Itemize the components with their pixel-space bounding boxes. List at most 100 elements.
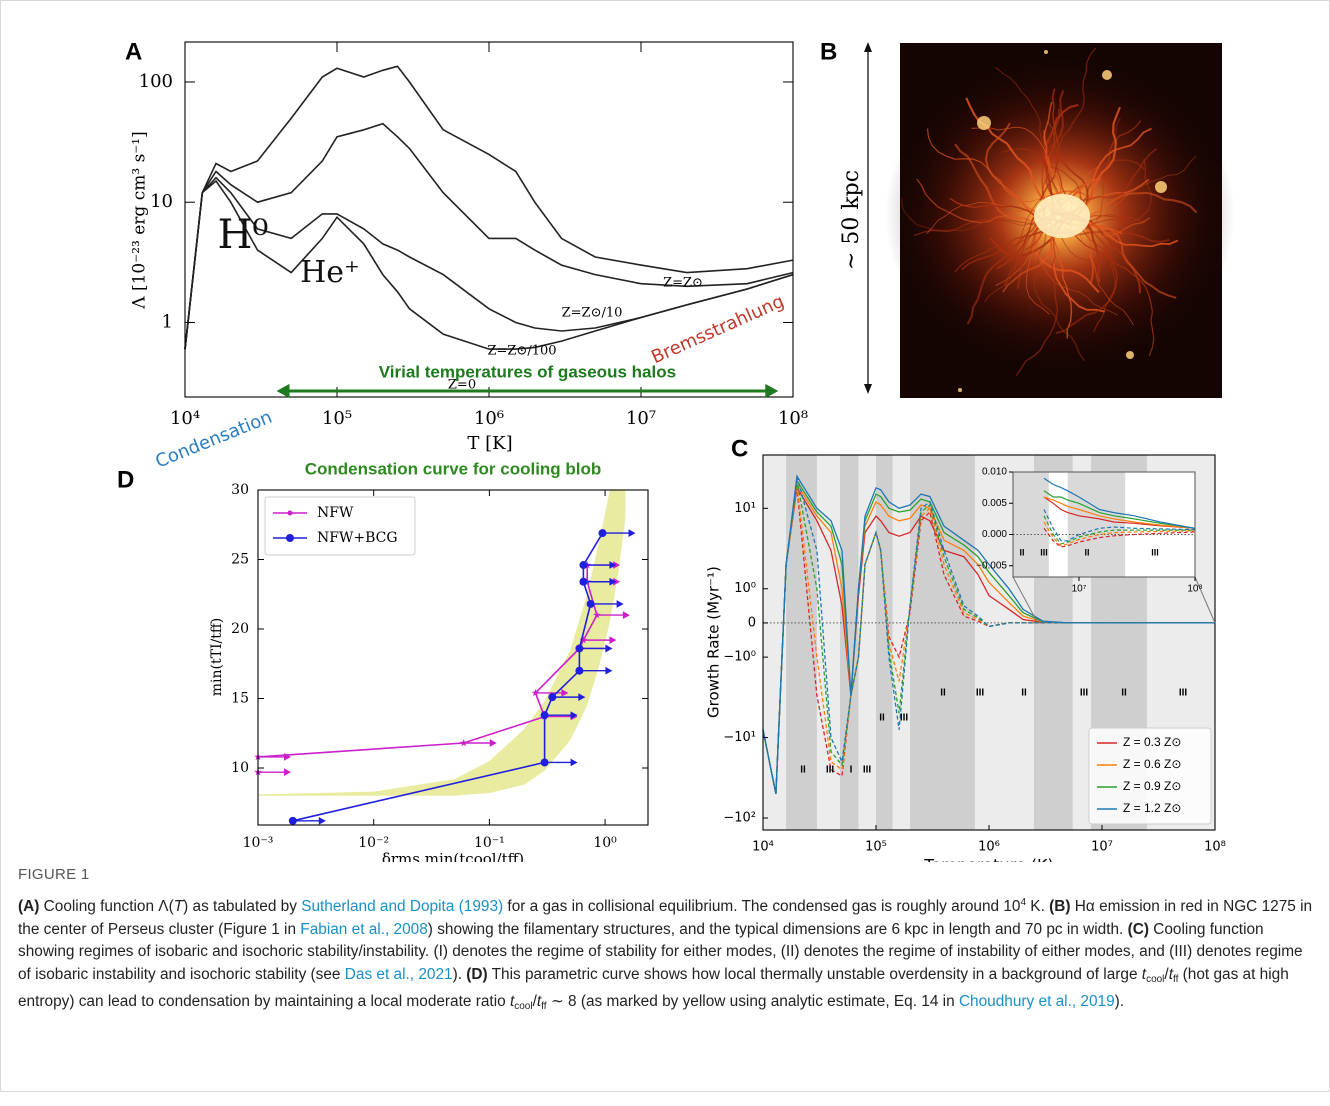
arrow-head: [489, 739, 497, 747]
point: [579, 577, 588, 586]
y-tick-label: 100: [139, 71, 173, 92]
point: [579, 561, 588, 570]
legend-label: NFW: [317, 505, 354, 521]
y-tick-label: 10: [150, 191, 173, 212]
x-tick-label: 10⁶: [474, 408, 504, 429]
arrow-head: [570, 758, 578, 767]
regime-label: I: [850, 765, 853, 776]
regime-band: [1067, 472, 1126, 577]
arrow-head: [613, 577, 621, 586]
series-line: [184, 179, 794, 350]
x-tick-label: 10⁴: [752, 840, 774, 855]
x-tick-label: 10⁻¹: [474, 835, 505, 851]
filament: [1003, 223, 1041, 286]
series-line: [292, 532, 604, 822]
panel-letter: C: [731, 435, 748, 462]
caption-text: (A): [18, 898, 40, 915]
x-tick-label: 10⁶: [978, 840, 1000, 855]
range-label: Virial temperatures of gaseous halos: [379, 362, 676, 381]
arrow-head: [609, 636, 617, 644]
regime-label: III: [900, 713, 909, 724]
citation-link[interactable]: Fabian et al., 2008: [300, 920, 428, 938]
annotation: H⁰: [218, 212, 269, 258]
star: [1155, 181, 1167, 193]
filament: [1079, 234, 1134, 326]
y-tick-label: 15: [231, 691, 249, 707]
regime-label: III: [1151, 547, 1159, 557]
caption-text: ∼ 8 (as marked by yellow using analytic …: [546, 993, 959, 1011]
regime-label: III: [976, 688, 985, 699]
x-axis-label: δrms,min(tcool/tff): [382, 850, 524, 862]
series-line: [762, 485, 1215, 794]
point: [531, 688, 540, 697]
inset-line-dashed: [1043, 521, 1196, 547]
panel-letter: D: [117, 466, 134, 493]
filament: [984, 196, 1043, 303]
chart-title: Condensation curve for cooling blob: [305, 459, 602, 478]
legend-label: Z = 0.3 Z⊙: [1123, 735, 1181, 749]
filament: [1015, 220, 1059, 376]
arrow-head: [613, 561, 621, 569]
series-line: [184, 122, 794, 350]
inset-line: [1043, 496, 1196, 529]
regime-label: III: [1040, 547, 1048, 557]
x-tick-label: 10⁻²: [358, 835, 389, 851]
panel-C: 10⁴ 10⁵ 10⁶ 10⁷ 10⁸ 10¹ 10⁰ 0 −10⁰ −10¹ −10² Temper…: [705, 454, 1226, 862]
core: [1034, 194, 1090, 238]
regime-label: II: [940, 688, 946, 699]
y-tick-label: −10¹: [723, 730, 756, 745]
filament: [1065, 228, 1155, 357]
series-line: [184, 176, 794, 350]
y-tick-label: 10⁰: [734, 581, 756, 596]
inset-line: [1043, 496, 1196, 529]
x-tick-label: 10⁰: [593, 835, 617, 851]
caption-text: Cooling function Λ(: [39, 898, 174, 915]
y-axis-label: min(tTI/tff): [209, 618, 225, 696]
citation-link[interactable]: Das et al., 2021: [344, 965, 453, 983]
caption-text: ff: [1172, 973, 1179, 985]
arrow-head: [616, 600, 624, 608]
caption: (A) Cooling function Λ(T) as tabulated b…: [18, 892, 1316, 1019]
legend-label: Z = 1.2 Z⊙: [1123, 801, 1181, 815]
legend-label: NFW+BCG: [317, 530, 398, 546]
arrow-head: [605, 644, 613, 653]
arrow-head: [864, 42, 872, 52]
panel-letter: A: [125, 38, 142, 65]
caption-text: T: [173, 898, 184, 915]
citation-link[interactable]: Choudhury et al., 2019: [958, 993, 1115, 1011]
arrow-head: [609, 577, 617, 586]
filament: [1044, 90, 1065, 207]
series-label: Z=Z⊙: [663, 276, 703, 291]
citation-link[interactable]: Sutherland and Dopita (1993): [301, 898, 504, 915]
inset-line: [1043, 490, 1196, 529]
zoom-connector: [1012, 576, 1039, 624]
caption-text: t: [1141, 965, 1147, 983]
point: [540, 758, 549, 767]
legend-marker: [287, 510, 293, 516]
y-tick-label: 25: [231, 552, 249, 568]
legend-label: Z = 0.9 Z⊙: [1123, 779, 1181, 793]
caption-text: ff: [541, 1001, 547, 1013]
y-tick-label: 10: [231, 760, 249, 776]
filament: [1036, 225, 1119, 316]
inset-y-tick-label: 0.005: [982, 498, 1007, 509]
arrow-head: [864, 384, 872, 394]
arrow-head: [276, 383, 290, 399]
inset-y-tick-label: 0.000: [982, 529, 1007, 540]
regime-label: II: [1021, 688, 1027, 699]
y-tick-label: 30: [231, 482, 249, 498]
series-line: [184, 65, 794, 350]
y-tick-label: 10¹: [734, 501, 756, 516]
star: [958, 388, 962, 392]
filament: [1039, 88, 1060, 201]
filament: [1043, 130, 1062, 208]
point: [575, 644, 584, 653]
point: [540, 711, 549, 720]
plot-frame: [257, 489, 649, 826]
regime-label: III: [1080, 688, 1089, 699]
x-tick-label: 10⁵: [865, 840, 887, 855]
x-tick-label: 10⁻³: [243, 835, 274, 851]
caption-text: (D): [466, 965, 488, 983]
caption-text: ).: [1114, 993, 1125, 1011]
